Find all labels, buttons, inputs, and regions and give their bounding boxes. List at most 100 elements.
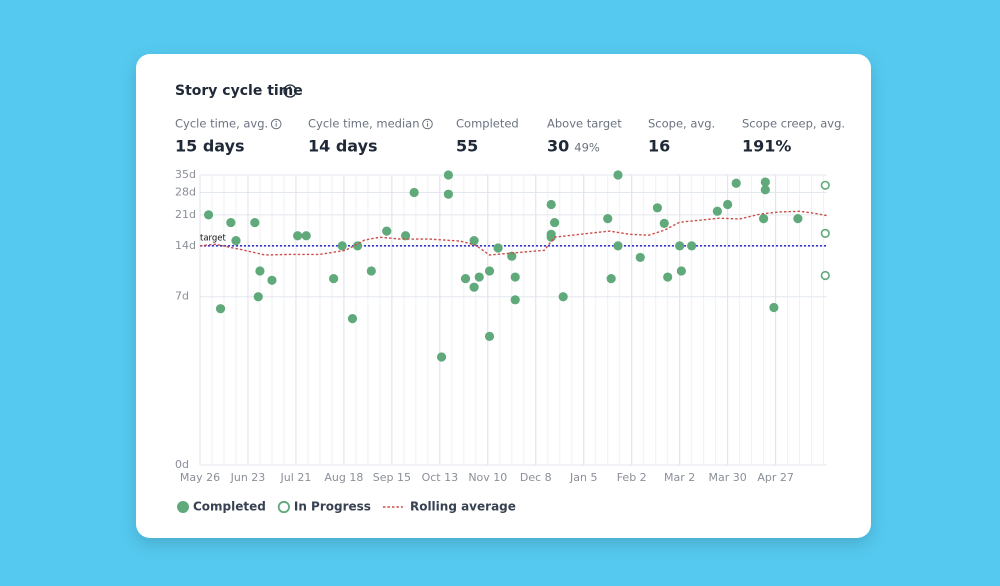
data-point: [469, 236, 479, 246]
data-point: [760, 177, 770, 187]
info-icon[interactable]: [270, 118, 282, 130]
data-point: [820, 270, 830, 281]
data-point: [231, 236, 241, 246]
data-point: [436, 352, 447, 362]
data-point: [250, 217, 260, 228]
x-tick-label: Feb 2: [617, 471, 647, 484]
data-point: [558, 292, 568, 302]
data-point: [676, 266, 686, 276]
data-point: [663, 272, 673, 282]
x-tick-label: Mar 2: [664, 471, 695, 484]
stat-value: 191%: [742, 137, 791, 156]
y-tick-label: 28d: [175, 185, 196, 198]
data-point: [293, 231, 303, 241]
x-tick-label: Aug 18: [324, 471, 363, 484]
data-point: [793, 214, 803, 224]
data-point: [731, 178, 741, 188]
data-point: [409, 187, 419, 198]
y-tick-label: 21d: [175, 208, 196, 221]
data-point: [382, 226, 392, 236]
data-point: [769, 302, 779, 313]
data-point: [760, 185, 770, 195]
legend-marker: [177, 501, 189, 513]
data-point: [510, 272, 520, 282]
data-point: [712, 206, 722, 216]
data-point: [366, 266, 376, 276]
data-point: [675, 241, 685, 251]
info-icon[interactable]: [283, 84, 297, 98]
data-point: [759, 214, 769, 224]
data-point: [550, 217, 560, 228]
x-tick-label: Jan 5: [569, 471, 597, 484]
x-tick-label: May 26: [180, 471, 220, 484]
data-point: [400, 231, 411, 241]
data-point: [613, 241, 623, 251]
stat-note: 49%: [574, 141, 600, 155]
data-point: [460, 274, 471, 284]
stat-label: Scope creep, avg.: [742, 117, 845, 131]
info-dot: [426, 120, 429, 123]
stat-label: Completed: [456, 117, 519, 131]
x-tick-label: Jul 21: [280, 471, 312, 484]
data-point: [337, 241, 347, 251]
legend-label: Completed: [193, 500, 266, 514]
stat-label: Cycle time, avg.: [175, 117, 268, 131]
stat-label: Above target: [547, 117, 622, 131]
x-tick-label: Apr 27: [757, 471, 794, 484]
stat-value: 55: [456, 137, 478, 156]
data-point: [493, 243, 503, 253]
data-point: [443, 170, 454, 180]
y-tick-label: 7d: [175, 290, 189, 303]
data-point: [267, 275, 277, 285]
data-point: [226, 217, 236, 228]
data-point: [469, 282, 479, 292]
y-tick-label: 0d: [175, 458, 189, 471]
stat-label: Scope, avg.: [648, 117, 715, 131]
data-point: [484, 266, 495, 276]
data-point: [546, 199, 556, 210]
data-point: [659, 218, 669, 228]
info-icon[interactable]: [422, 118, 433, 130]
x-tick-label: Sep 15: [373, 471, 411, 484]
data-point: [474, 272, 484, 282]
data-point: [820, 228, 830, 238]
stat-value: 15 days: [175, 137, 245, 156]
card-title: Story cycle time: [175, 83, 303, 99]
y-tick-label: 35d: [175, 168, 196, 181]
stat-label: Cycle time, median: [308, 117, 420, 131]
legend-marker: [277, 500, 290, 514]
legend-label: Rolling average: [410, 500, 516, 514]
data-point: [301, 231, 311, 241]
y-tick-label: 14d: [175, 239, 196, 252]
data-point: [603, 214, 613, 224]
info-dot: [275, 120, 277, 123]
data-point: [687, 241, 697, 251]
data-point: [723, 199, 733, 210]
x-tick-label: Oct 13: [422, 471, 459, 484]
data-point: [820, 180, 830, 190]
data-point: [347, 314, 358, 324]
data-point: [215, 304, 226, 314]
stat-value: 14 days: [308, 137, 378, 156]
legend-label: In Progress: [294, 500, 371, 514]
data-point: [443, 189, 454, 199]
rolling-line: [199, 210, 828, 256]
info-circle: [422, 118, 433, 130]
x-tick-label: Dec 8: [520, 471, 552, 484]
data-point: [484, 331, 495, 341]
x-tick-label: Mar 30: [709, 471, 747, 484]
stat-value: 16: [648, 137, 670, 156]
data-point: [606, 274, 616, 284]
data-point: [203, 210, 214, 220]
data-point: [652, 203, 663, 213]
stat-value: 30: [547, 137, 569, 156]
data-point: [510, 295, 520, 305]
data-point: [507, 251, 517, 261]
x-tick-label: Jun 23: [230, 471, 266, 484]
info-circle: [270, 118, 282, 130]
x-tick-label: Nov 10: [468, 471, 507, 484]
data-point: [353, 241, 363, 251]
data-point: [253, 292, 263, 302]
